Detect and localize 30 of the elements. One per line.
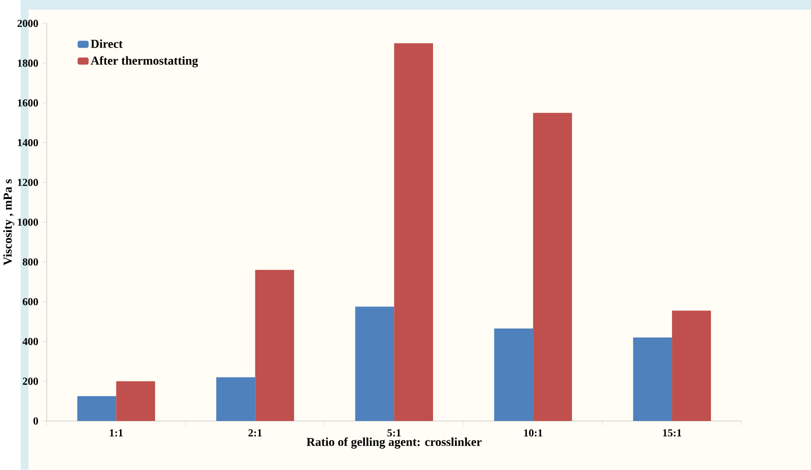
x-tick-label: 2:1 [248,429,262,437]
x-tick-label: 10:1 [524,429,542,437]
bar [216,377,256,422]
bar [77,396,116,422]
x-tick-label: 5:1 [387,429,401,437]
y-axis-title: Viscosity , mPa s [3,179,14,266]
y-tick-label: 600 [22,298,38,306]
y-tick-label: 2000 [17,20,38,28]
bar [355,306,394,422]
legend-label: After thermostatting [90,56,198,68]
x-tick-label: 1:1 [110,429,123,437]
bar [633,338,672,422]
bar [672,310,711,422]
bar [533,112,572,422]
y-tick-label: 1200 [18,178,38,186]
legend-label: Direct [90,40,123,48]
bar [116,381,156,422]
bar [494,328,534,422]
y-tick-label: 1000 [18,218,38,226]
y-tick-label: 1800 [18,60,38,67]
bar [394,43,434,422]
y-tick-label: 0 [33,418,38,425]
y-tick-label: 1400 [18,139,38,146]
y-tick-label: 800 [22,258,38,266]
x-axis-title: Ratio of gelling agent: crosslinker [306,437,482,449]
y-tick-label: 200 [22,378,38,385]
x-tick-label: 15:1 [663,429,682,437]
bar [255,270,294,422]
y-tick-label: 1600 [18,99,38,107]
y-tick-label: 400 [22,338,38,346]
